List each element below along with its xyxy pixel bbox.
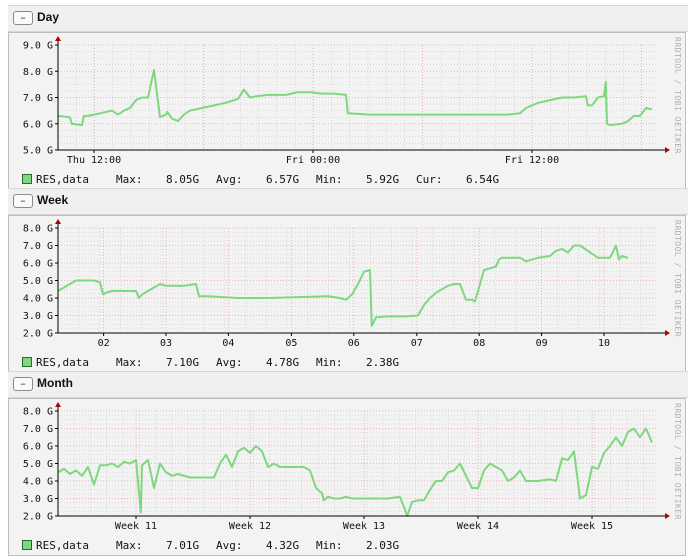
rrdtool-watermark: RRDTOOL / TOBI OETIKER (673, 37, 682, 154)
y-axis-arrow (55, 36, 61, 41)
rrdtool-watermark: RRDTOOL / TOBI OETIKER (673, 220, 682, 337)
day-chart: 5.0 G 6.0 G 7.0 G 8.0 G 9.0 G Thu 12:00 Fri 00… (23, 36, 670, 166)
y-tick-label: 6.0 G (23, 259, 53, 270)
x-tick-label: Thu 12:00 (67, 155, 121, 166)
legend-min-value: 5.92G (366, 173, 400, 186)
week-panel-header: – Week (8, 188, 688, 215)
legend-max-label: Max: (116, 539, 143, 552)
month-legend: RES,data Max: 7.01G Avg: 4.32G Min: 2.03G (22, 539, 416, 554)
x-tick-label: Fri 12:00 (505, 155, 559, 166)
legend-avg-label: Avg: (216, 356, 243, 369)
x-tick-label: Week 14 (457, 521, 499, 532)
y-tick-label: 3.0 G (23, 311, 53, 322)
y-tick-label: 8.0 G (23, 407, 53, 418)
day-legend: RES,data Max: 8.05G Avg: 6.57G Min: 5.92G Cur: 6… (22, 173, 516, 188)
month-panel-header: – Month (8, 371, 688, 398)
y-tick-label: 5.0 G (23, 459, 53, 470)
legend-series-name: RES,data (36, 539, 89, 552)
legend-avg-value: 4.78G (266, 356, 300, 369)
legend-cur-label: Cur: (416, 173, 443, 186)
legend-avg-label: Avg: (216, 173, 243, 186)
res-data-series-line (57, 427, 653, 517)
x-tick-label: Week 15 (571, 521, 613, 532)
month-graph: 2.0 G 3.0 G 4.0 G 5.0 G 6.0 G 7.0 G 8.0 G Week … (8, 398, 686, 556)
legend-swatch (22, 540, 32, 550)
y-tick-label: 8.0 G (23, 224, 53, 235)
legend-max-label: Max: (116, 173, 143, 186)
y-tick-label: 5.0 G (23, 146, 53, 157)
x-axis-arrow (665, 330, 670, 336)
day-panel-title: Day (37, 10, 60, 24)
x-tick-label: 04 (222, 338, 234, 349)
legend-max-value: 7.10G (166, 356, 200, 369)
x-tick-label: Fri 00:00 (286, 155, 340, 166)
legend-max-label: Max: (116, 356, 143, 369)
week-panel-title: Week (37, 193, 69, 207)
y-tick-label: 2.0 G (23, 329, 53, 340)
legend-avg-label: Avg: (216, 539, 243, 552)
legend-max-value: 8.05G (166, 173, 200, 186)
y-tick-label: 7.0 G (23, 93, 53, 104)
x-tick-label: 09 (536, 338, 548, 349)
month-chart: 2.0 G 3.0 G 4.0 G 5.0 G 6.0 G 7.0 G 8.0 G Week … (23, 402, 670, 532)
y-tick-label: 9.0 G (23, 41, 53, 52)
y-tick-label: 6.0 G (23, 442, 53, 453)
y-tick-label: 4.0 G (23, 477, 53, 488)
x-tick-label: 05 (285, 338, 297, 349)
y-tick-label: 8.0 G (23, 67, 53, 78)
y-tick-label: 6.0 G (23, 119, 53, 130)
legend-min-value: 2.38G (366, 356, 400, 369)
y-axis-arrow (55, 219, 61, 224)
legend-min-label: Min: (316, 173, 343, 186)
legend-min-label: Min: (316, 539, 343, 552)
y-tick-label: 3.0 G (23, 494, 53, 505)
x-tick-label: 07 (411, 338, 423, 349)
week-chart: 2.0 G 3.0 G 4.0 G 5.0 G 6.0 G 7.0 G 8.0 G 02 03 0… (23, 219, 670, 349)
x-tick-label: Week 12 (229, 521, 271, 532)
x-tick-label: 10 (598, 338, 610, 349)
y-tick-label: 2.0 G (23, 512, 53, 523)
week-legend: RES,data Max: 7.10G Avg: 4.78G Min: 2.38G (22, 356, 416, 371)
y-tick-label: 5.0 G (23, 276, 53, 287)
month-collapse-button[interactable]: – (13, 377, 33, 391)
x-tick-label: 06 (348, 338, 360, 349)
legend-cur-value: 6.54G (466, 173, 500, 186)
x-tick-label: Week 11 (115, 521, 157, 532)
week-graph: 2.0 G 3.0 G 4.0 G 5.0 G 6.0 G 7.0 G 8.0 G 02 03 0… (8, 215, 686, 373)
y-axis-arrow (55, 402, 61, 407)
x-tick-label: 03 (160, 338, 172, 349)
legend-avg-value: 6.57G (266, 173, 300, 186)
day-graph: 5.0 G 6.0 G 7.0 G 8.0 G 9.0 G Thu 12:00 Fri 00… (8, 32, 686, 190)
res-data-series-line (57, 68, 653, 127)
legend-min-label: Min: (316, 356, 343, 369)
y-tick-label: 7.0 G (23, 241, 53, 252)
y-tick-label: 4.0 G (23, 294, 53, 305)
week-collapse-button[interactable]: – (13, 194, 33, 208)
x-axis-arrow (665, 147, 670, 153)
legend-min-value: 2.03G (366, 539, 400, 552)
x-tick-label: Week 13 (343, 521, 385, 532)
res-data-series-line (57, 244, 629, 327)
x-tick-label: 08 (473, 338, 485, 349)
day-panel-header: – Day (8, 5, 688, 32)
legend-avg-value: 4.32G (266, 539, 300, 552)
legend-series-name: RES,data (36, 356, 89, 369)
legend-series-name: RES,data (36, 173, 89, 186)
x-tick-label: 02 (98, 338, 110, 349)
legend-swatch (22, 357, 32, 367)
month-panel-title: Month (37, 376, 73, 390)
day-collapse-button[interactable]: – (13, 11, 33, 25)
legend-swatch (22, 174, 32, 184)
legend-max-value: 7.01G (166, 539, 200, 552)
rrdtool-watermark: RRDTOOL / TOBI OETIKER (673, 403, 682, 520)
x-axis-arrow (665, 513, 670, 519)
y-tick-label: 7.0 G (23, 424, 53, 435)
